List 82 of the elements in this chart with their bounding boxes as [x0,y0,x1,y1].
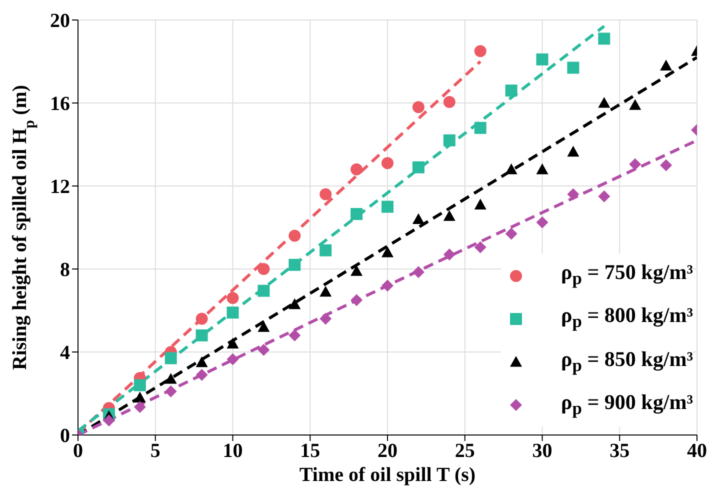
x-tick-label: 25 [454,440,475,462]
point [196,312,208,325]
point [226,292,239,304]
point [320,312,332,325]
point [412,161,424,174]
point [505,163,518,174]
point [660,60,672,70]
x-tick-label: 20 [378,440,398,462]
x-tick-label: 30 [532,440,552,462]
x-tick-label: 5 [150,440,160,462]
point [288,329,301,342]
point [288,230,301,242]
point [629,99,642,110]
point [288,258,301,271]
point [102,414,115,426]
y-tick-label: 12 [50,176,70,198]
point [443,210,456,221]
point [196,356,208,368]
y-tick-label: 8 [60,259,70,282]
point [350,265,363,276]
point [474,198,486,210]
point [412,101,424,114]
point [350,163,363,176]
legend-label: ρ$_{p}$ = 850 kg/m³ [560,346,693,377]
y-tick-label: 4 [60,342,70,364]
x-tick-label: 35 [610,440,630,462]
legend-label: ρ$_{p}$ = 800 kg/m³ [560,302,693,334]
point [134,379,146,392]
point [474,122,486,134]
point [598,190,610,202]
point [412,213,424,224]
point [164,385,177,398]
point [258,284,270,297]
point [598,32,610,45]
point [134,400,146,413]
point [474,241,486,254]
legend-label: ρ$_{p}$ = 900 kg/m³ [560,388,693,420]
point [226,338,239,348]
point [258,344,270,356]
point [196,368,208,381]
point [567,188,580,200]
point [474,45,486,58]
x-tick-label: 10 [222,440,243,462]
point [536,53,548,66]
point [382,157,394,170]
point [412,266,424,278]
point [382,246,394,258]
point [226,306,239,319]
x-tick-label: 40 [687,440,707,462]
point [536,163,548,174]
point [226,353,239,366]
y-tick-label: 0 [60,425,70,448]
point [567,146,580,157]
point [320,188,332,200]
point [505,84,518,97]
point [382,200,394,213]
point [320,286,332,297]
point [536,216,548,228]
y-tick-label: 16 [50,93,70,116]
y-tick-label: 20 [50,10,70,32]
point [164,372,177,384]
point [660,159,672,172]
point [443,134,456,146]
x-axis-title: Time of oil spill T (s) [299,464,476,486]
point [505,228,518,240]
point [350,208,363,220]
x-tick-label: 15 [300,440,320,462]
point [443,96,456,108]
point [196,329,208,342]
point [258,263,270,275]
point [164,352,177,364]
point [320,244,332,256]
point [288,298,301,310]
point [598,97,610,108]
point [567,62,580,74]
point [629,158,642,170]
legend-label: ρ$_{p}$ = 750 kg/m³ [560,259,693,290]
point [350,294,363,306]
point [134,392,146,402]
point [258,321,270,332]
point [443,248,456,260]
point [382,280,394,292]
